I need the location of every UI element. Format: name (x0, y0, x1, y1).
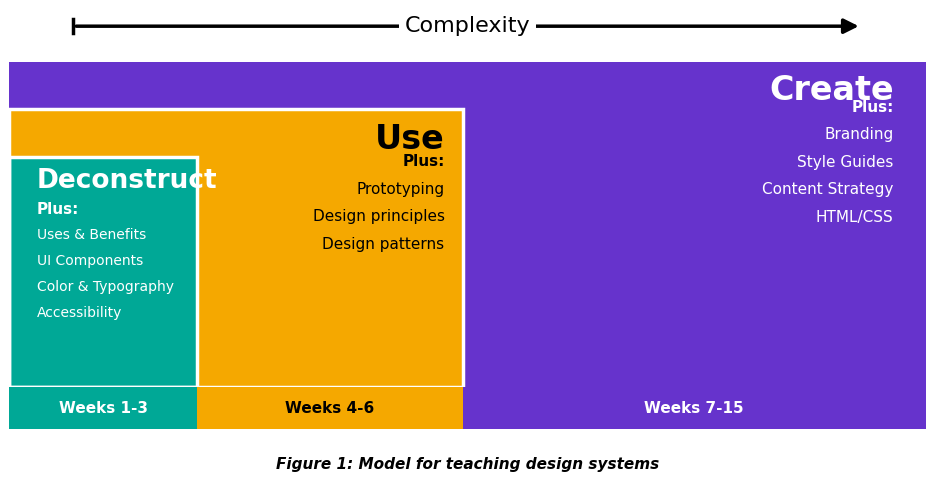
Bar (9, 109, 463, 387)
Text: Plus:: Plus: (36, 202, 79, 217)
Bar (9, 109, 463, 387)
Text: Plus:: Plus: (402, 154, 445, 169)
Text: Branding: Branding (825, 127, 894, 142)
Text: Weeks 1-3: Weeks 1-3 (59, 401, 148, 415)
Bar (9, 387, 197, 429)
Text: Deconstruct: Deconstruct (36, 168, 218, 195)
Text: Uses & Benefits: Uses & Benefits (36, 228, 146, 242)
Text: Color & Typography: Color & Typography (36, 280, 174, 294)
Text: HTML/CSS: HTML/CSS (816, 210, 894, 225)
Text: Weeks 7-15: Weeks 7-15 (644, 401, 744, 415)
Text: UI Components: UI Components (36, 254, 143, 268)
Text: Plus:: Plus: (851, 100, 894, 115)
Text: Accessibility: Accessibility (36, 306, 122, 320)
Text: Create: Create (769, 74, 894, 106)
Text: Figure 1: Model for teaching design systems: Figure 1: Model for teaching design syst… (276, 457, 659, 472)
Bar (463, 387, 926, 429)
Text: Content Strategy: Content Strategy (762, 182, 894, 197)
Text: Complexity: Complexity (405, 16, 530, 36)
Text: Weeks 4-6: Weeks 4-6 (285, 401, 375, 415)
Bar (9, 157, 197, 387)
Bar (197, 387, 463, 429)
Bar (9, 157, 197, 387)
Text: Design principles: Design principles (312, 209, 445, 224)
Text: Use: Use (375, 123, 445, 156)
Text: Design patterns: Design patterns (323, 237, 445, 252)
Text: Style Guides: Style Guides (798, 155, 894, 170)
Text: Prototyping: Prototyping (356, 182, 445, 197)
Bar (9, 62, 926, 387)
